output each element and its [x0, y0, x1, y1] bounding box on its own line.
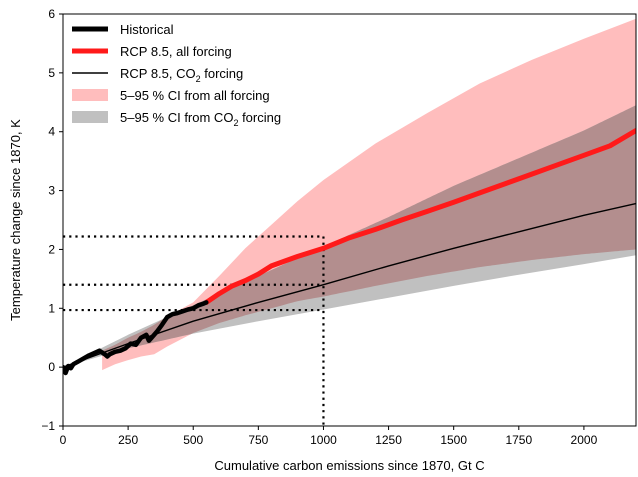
y-tick-label: 3	[48, 184, 55, 198]
line-historical	[63, 300, 209, 376]
x-tick-label: 1000	[310, 433, 337, 447]
y-tick-label: −1	[41, 419, 55, 433]
y-axis-title: Temperature change since 1870, K	[8, 119, 23, 321]
legend: Historical RCP 8.5, all forcing RCP 8.5, C…	[72, 22, 281, 128]
x-tick-label: 0	[60, 433, 67, 447]
legend-swatch	[72, 89, 108, 101]
x-tick-label: 1250	[375, 433, 402, 447]
legend-entry: RCP 8.5, CO2 forcing	[72, 66, 243, 84]
y-tick-label: 5	[48, 66, 55, 80]
x-tick-label: 250	[118, 433, 138, 447]
legend-entry: RCP 8.5, all forcing	[72, 44, 232, 59]
x-axis-ticks: 0 250 500 750 1000 1250 1500 1750 2000	[60, 426, 598, 447]
legend-label: RCP 8.5, CO2 forcing	[120, 66, 243, 84]
legend-entry: 5–95 % CI from all forcing	[72, 88, 270, 103]
x-tick-label: 2000	[571, 433, 598, 447]
x-tick-label: 1750	[505, 433, 532, 447]
legend-label: 5–95 % CI from all forcing	[120, 88, 270, 103]
y-tick-label: 1	[48, 301, 55, 315]
x-axis-title: Cumulative carbon emissions since 1870, …	[214, 458, 484, 473]
y-tick-label: 4	[48, 125, 55, 139]
legend-entry: Historical	[72, 22, 174, 37]
legend-label: 5–95 % CI from CO2 forcing	[120, 110, 281, 128]
line-rcp85-all-forcing	[203, 128, 636, 305]
x-tick-label: 500	[183, 433, 203, 447]
line-rcp85-co2-forcing	[63, 202, 636, 368]
y-tick-label: 2	[48, 242, 55, 256]
legend-entry: 5–95 % CI from CO2 forcing	[72, 110, 281, 128]
y-axis-ticks: −1 0 1 2 3 4 5 6	[41, 7, 63, 433]
y-tick-label: 0	[48, 360, 55, 374]
x-tick-label: 750	[248, 433, 268, 447]
plot-frame	[62, 13, 637, 427]
legend-label: RCP 8.5, all forcing	[120, 44, 232, 59]
y-tick-label: 6	[48, 7, 55, 21]
legend-swatch	[72, 111, 108, 123]
legend-label: Historical	[120, 22, 174, 37]
series-lines	[63, 128, 636, 376]
x-tick-label: 1500	[440, 433, 467, 447]
